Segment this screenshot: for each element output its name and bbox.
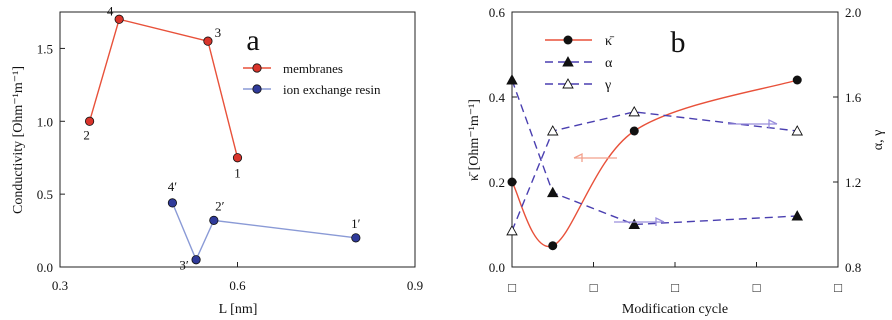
panel-a-xtick-label: 0.6 <box>229 278 246 293</box>
panel-b-legend: κ̄ αγ <box>545 34 615 93</box>
panel-a-point <box>167 198 178 208</box>
panel-b-axis-arrowhead <box>655 216 665 226</box>
panel-b-ylabel-left: κ̄ [Ohm⁻¹m⁻¹] <box>467 99 482 181</box>
panel-b-kappa-curve <box>511 79 798 248</box>
panel-a-point <box>351 233 361 243</box>
panel-a-point-label: 1 <box>234 166 241 181</box>
panel-b-legend-marker <box>563 35 573 45</box>
panel-b-ticks: □ □ □ □ □0.00.20.40.60.81.21.62.0 <box>489 5 862 295</box>
panel-b-ytick-left-label: 0.2 <box>489 175 505 190</box>
panel-a: L [nm] Conductivity [Ohm⁻¹m⁻¹] a 0.3 0.6 0… <box>11 3 423 317</box>
panel-a-legend-label: membranes <box>283 61 343 76</box>
panel-b-ytick-left-label: 0.4 <box>489 90 506 105</box>
panel-a-label: a <box>246 24 259 57</box>
panel-b-ytick-right-label: 1.2 <box>845 175 861 190</box>
panel-b-legend-marker <box>562 56 574 67</box>
panel-b-point-triangle <box>791 125 804 136</box>
panel-a-point <box>84 116 95 126</box>
panel-b-legend-marker <box>562 78 574 89</box>
panel-a-ticks: 0.3 0.6 0.9 0.0 0.5 1.0 1.5 <box>37 41 423 293</box>
panel-b-dashed-line <box>511 79 798 226</box>
panel-b-xlabel: Modification cycle <box>622 302 728 317</box>
panel-a-ytick-label: 0.0 <box>37 260 53 275</box>
panel-b-xtick-label: □ <box>834 280 842 295</box>
panel-a-point <box>203 36 213 46</box>
panel-b-point-circle <box>629 126 639 136</box>
panel-b-point-triangle <box>628 218 641 229</box>
panel-b-xtick-label: □ <box>508 280 516 295</box>
panel-b-axis-arrowhead <box>573 152 583 162</box>
panel-b-point-triangle <box>506 224 518 236</box>
panel-b-point-circle <box>507 177 517 187</box>
panel-a-point-label: 4 <box>107 3 114 18</box>
panel-a-legend-label: ion exchange resin <box>283 82 381 97</box>
panel-a-legend-marker <box>252 63 262 73</box>
panel-a-ytick-label: 1.0 <box>37 114 53 129</box>
panel-a-frame <box>59 11 416 268</box>
panel-b-axis-arrowhead <box>768 118 778 128</box>
panel-a-xlabel: L [nm] <box>219 302 258 317</box>
panel-b-point-circle <box>548 241 558 251</box>
panel-b-arrows <box>573 118 778 226</box>
panel-b-xtick-label: □ <box>590 280 598 295</box>
panel-b-point-triangle <box>546 186 559 198</box>
panel-a-point-label: 2 <box>83 127 90 142</box>
panel-a-series: 2 4 3 1 4′ 3′ 2′ 1′ <box>83 3 360 272</box>
panel-b-ytick-left-label: 0.0 <box>489 260 505 275</box>
panel-a-point-label: 1′ <box>351 216 361 231</box>
panel-a-ytick-label: 1.5 <box>37 41 53 56</box>
panel-b-xtick-label: □ <box>671 280 679 295</box>
panel-a-xtick-label: 0.9 <box>407 278 423 293</box>
panel-a-ytick-label: 0.5 <box>37 187 53 202</box>
panel-b-point-triangle <box>506 74 518 85</box>
panel-b-xtick-label: □ <box>753 280 761 295</box>
panel-b-ytick-right-label: 1.6 <box>845 90 862 105</box>
panel-b-ylabel-right: α, γ <box>871 130 886 151</box>
panel-a-point-label: 4′ <box>168 179 178 194</box>
panel-a-point <box>191 255 201 265</box>
panel-a-point <box>114 14 124 24</box>
panel-b-point-circle <box>792 75 802 85</box>
panel-a-series-line <box>88 18 239 158</box>
panel-a-xtick-label: 0.3 <box>52 278 68 293</box>
panel-a-legend-marker <box>252 84 262 94</box>
panel-b-ytick-right-label: 0.8 <box>845 260 861 275</box>
panel-b-label: b <box>671 26 686 59</box>
panel-a-point-label: 3′ <box>179 258 189 273</box>
panel-a-series-line <box>171 202 356 262</box>
panel-a-legend: membranes ion exchange resin <box>243 61 381 97</box>
panel-a-ylabel: Conductivity [Ohm⁻¹m⁻¹] <box>11 66 26 214</box>
panel-a-point-label: 2′ <box>215 198 225 213</box>
panel-b-ytick-right-label: 2.0 <box>845 5 861 20</box>
panel-a-point <box>232 153 243 163</box>
panel-b-point-triangle <box>546 125 559 136</box>
panel-b-legend-label: γ <box>604 78 611 93</box>
panel-b-legend-label: κ̄ <box>605 34 615 49</box>
panel-b-point-triangle <box>628 105 641 117</box>
panel-b-ytick-left-label: 0.6 <box>489 5 506 20</box>
panel-b-dashed-line <box>511 111 798 232</box>
panel-a-point <box>209 215 219 225</box>
panel-a-point-label: 3 <box>215 25 222 40</box>
panel-b-point-triangle <box>791 210 804 221</box>
panel-b: Modification cycle κ̄ [Ohm⁻¹m⁻¹] α, γ b … <box>467 5 886 317</box>
panel-b-legend-label: α <box>605 56 613 71</box>
panel-b-series <box>506 74 804 251</box>
